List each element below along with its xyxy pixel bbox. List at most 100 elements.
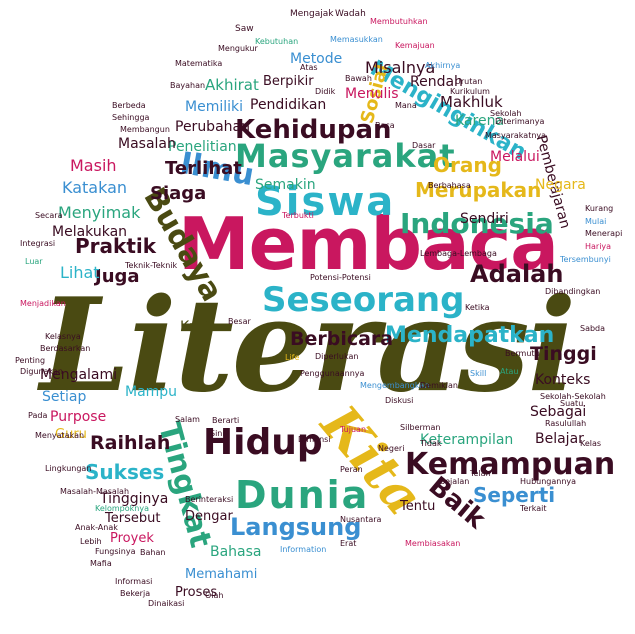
word-langsung: Langsung: [230, 513, 362, 541]
word-negeri: Negeri: [378, 444, 405, 453]
word-memiliki: Memiliki: [185, 99, 243, 115]
word-masalah-masalah: Masalah-Masalah: [60, 487, 130, 496]
word-membutuhkan: Membutuhkan: [370, 17, 428, 26]
word-mengembangkan: Mengembangkan: [360, 381, 430, 390]
word-secara: Secara: [35, 211, 63, 220]
word-bayahan: Bayahan: [170, 81, 206, 90]
word-bahasa: Bahasa: [210, 544, 262, 560]
word-adalah: Adalah: [470, 260, 564, 288]
word-kehidupan: Kehidupan: [235, 115, 392, 145]
word-dasar: Dasar: [412, 141, 436, 150]
word-literasi: Literasi: [40, 271, 576, 421]
word-sehingga: Sehingga: [112, 113, 150, 122]
word-besar: Besar: [228, 317, 251, 326]
word-bawah: Bawah: [345, 74, 372, 83]
word-dinakasi: Dinaikasi: [148, 599, 185, 608]
word-makhluk: Makhluk: [440, 93, 503, 111]
word-tujuan: Tujuan: [340, 425, 367, 434]
word-akhirat: Akhirat: [205, 76, 259, 94]
word-negara: Negara: [535, 177, 586, 193]
word-menerapi: Menerapi: [585, 229, 623, 238]
word-penting: Penting: [15, 356, 46, 365]
word-life: Life: [285, 353, 300, 362]
word-tinggi: Tinggi: [530, 343, 597, 365]
word-diperlukan: Diperlukan: [315, 352, 359, 361]
word-masyarakatnya: Masyarakatnya: [485, 131, 547, 140]
word-skill: Skill: [470, 369, 487, 378]
word-terbukti: Terbukti: [282, 211, 314, 220]
word-dunia: Dunia: [235, 473, 370, 517]
word-sabda: Sabda: [580, 324, 606, 333]
word-mengajak: Mengajak: [290, 9, 334, 19]
word-berpikir: Berpikir: [263, 74, 314, 89]
word-lihat: Lihat: [60, 263, 100, 282]
word-mengalami: Mengalami: [40, 367, 118, 383]
word-lembaga: Lembaga-Lembaga: [420, 249, 497, 258]
word-kurikulum: Kurikulum: [450, 87, 490, 96]
word-informasi: Informasi: [115, 577, 153, 586]
word-konteks: Konteks: [535, 372, 591, 388]
word-potensi: Potensi-Potensi: [310, 273, 371, 282]
word-melalui: Melalui: [490, 149, 540, 165]
word-tersembunyi: Tersembunyi: [560, 255, 611, 264]
word-siswa: Siswa: [255, 179, 396, 225]
word-atau: Atau: [500, 367, 519, 376]
word-berbicara: Berbicara: [290, 328, 394, 350]
word-diskusi: Diskusi: [385, 396, 414, 405]
word-bermutu: Bermutu: [505, 349, 540, 358]
word-lebih: Lebih: [80, 537, 102, 546]
word-matematika: Matematika: [175, 59, 223, 68]
word-dengar: Dengar: [185, 509, 233, 524]
word-raihlah: Raihlah: [90, 432, 171, 454]
word-merupakan: Merupakan: [415, 178, 542, 202]
word-proses: Proses: [175, 585, 218, 600]
word-urutan: Urutan: [455, 77, 483, 86]
word-kurang: Kurang: [585, 204, 614, 213]
word-membiasakan: Membiasakan: [405, 539, 461, 548]
word-sekolah: Sekolah: [490, 109, 522, 118]
word-salam: Salam: [175, 415, 200, 424]
word-didik: Didik: [315, 87, 336, 96]
word-belajar: Belajar: [535, 431, 584, 447]
word-tentu: Tentu: [400, 499, 436, 514]
word-tersebut: Tersebut: [105, 511, 161, 526]
word-demikian: Demikian: [420, 381, 458, 390]
word-peran: Peran: [340, 465, 363, 474]
word-orang: Orang: [433, 153, 502, 177]
word-seseorang: Seseorang: [262, 280, 465, 320]
word-berinteraksi: Berinteraksi: [185, 495, 234, 504]
word-masih: Masih: [70, 156, 117, 175]
word-seperti: Seperti: [473, 483, 556, 507]
word-erat: Erat: [340, 539, 357, 548]
word-semakin: Semakin: [255, 177, 316, 193]
word-purpose: Purpose: [50, 409, 107, 425]
word-membaca: Membaca: [178, 202, 559, 286]
word-indonesia: Indonesia: [400, 207, 554, 240]
word-bahan: Bahan: [140, 548, 166, 557]
word-sini: Sini: [210, 429, 225, 438]
word-nusantara: Nusantara: [340, 515, 382, 524]
word-suatu: Suatu: [560, 399, 584, 408]
word-wadah: Wadah: [335, 9, 366, 19]
word-information: Information: [280, 545, 327, 554]
word-fungsinya: Fungsinya: [95, 547, 136, 556]
word-mampu: Mampu: [125, 384, 178, 400]
word-hidup: Hidup: [203, 422, 323, 463]
word-menyatakan: Menyatakan: [35, 431, 85, 440]
word-menjadikan: Menjadikan: [20, 299, 66, 308]
word-membangun: Membangun: [120, 125, 170, 134]
word-mengukur: Mengukur: [218, 44, 258, 53]
word-berbeda: Berbeda: [112, 101, 146, 110]
word-ketika: Ketika: [465, 303, 490, 312]
word-sejalan: Sejalan: [440, 477, 470, 486]
word-sekolah-sekolah: Sekolah-Sekolah: [540, 392, 606, 401]
word-berbahasa: Berbahasa: [428, 181, 471, 190]
word-atas: Atas: [300, 63, 318, 72]
word-dibandingkan: Dibandingkan: [545, 287, 601, 296]
word-kebutuhan: Kebutuhan: [255, 37, 299, 46]
word-terkait: Terkait: [520, 504, 547, 513]
word-keterampilan: Keterampilan: [420, 432, 514, 448]
word-misalnya: Misalnya: [365, 58, 436, 77]
word-perubahan: Perubahan: [175, 119, 250, 135]
word-mulai: Mulai: [585, 217, 607, 226]
